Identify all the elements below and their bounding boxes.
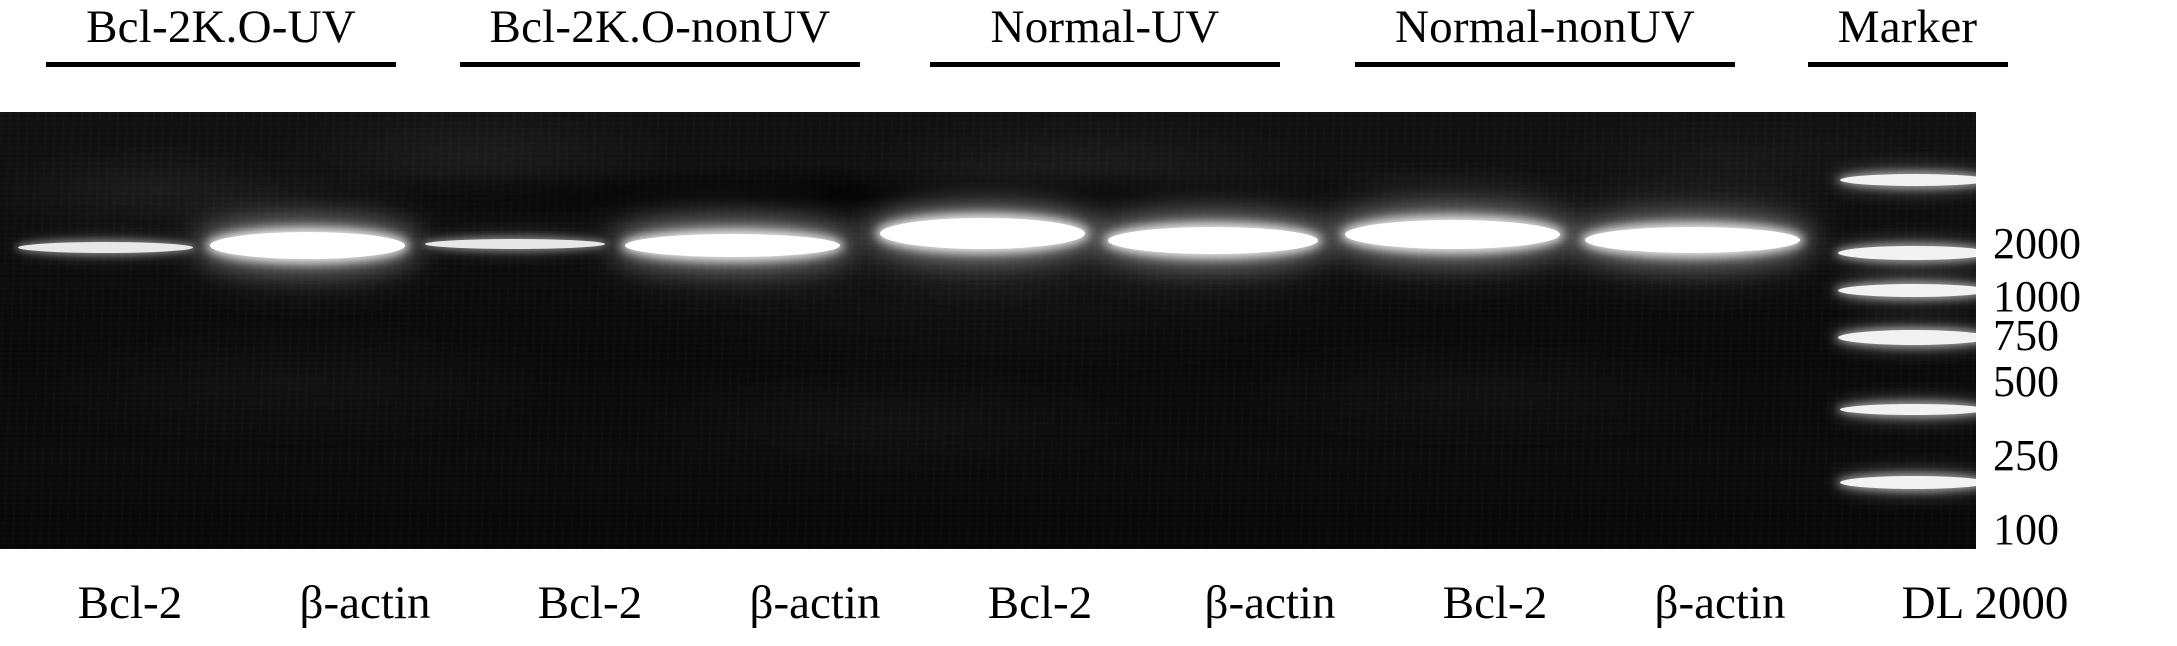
group-header-1: Bcl-2K.O-UV (28, 0, 414, 67)
lane-label-3: Bcl-2 (537, 577, 643, 629)
group-header-label: Normal-nonUV (1394, 1, 1695, 53)
ladder-size-label-1000: 1000 (1993, 272, 2081, 321)
group-header-underline (460, 62, 860, 67)
band-lane8-bactin (1585, 227, 1800, 253)
marker-band-250 (1840, 404, 1976, 415)
band-lane3-bcl2 (425, 239, 605, 249)
marker-band-1000 (1838, 246, 1976, 260)
group-header-underline (46, 62, 396, 67)
marker-band-750 (1838, 284, 1976, 297)
group-header-2: Bcl-2K.O-nonUV (440, 0, 880, 67)
group-header-4: Normal-nonUV (1345, 0, 1745, 67)
ladder-size-label-750: 750 (1993, 311, 2059, 360)
band-lane6-bactin (1108, 227, 1318, 254)
group-header-5: Marker (1790, 0, 2025, 67)
ladder-size-label-500: 500 (1993, 357, 2059, 406)
band-lane1-bcl2 (18, 242, 193, 253)
band-lane5-bcl2 (880, 218, 1085, 249)
group-header-label: Bcl-2K.O-UV (86, 1, 356, 53)
gel-background-texture (0, 112, 1976, 549)
group-header-label: Bcl-2K.O-nonUV (489, 1, 831, 53)
lane-label-2: β-actin (299, 577, 431, 629)
group-header-underline (930, 62, 1280, 67)
group-header-label: Marker (1837, 1, 1978, 53)
group-header-underline (1355, 62, 1735, 67)
group-header-label: Normal-UV (990, 1, 1220, 53)
ladder-size-label-2000: 2000 (1993, 219, 2081, 268)
group-header-underline (1807, 62, 2008, 67)
ladder-size-label-100: 100 (1993, 505, 2059, 554)
lane-label-6: β-actin (1204, 577, 1336, 629)
lane-label-5: Bcl-2 (987, 577, 1093, 629)
marker-band-500 (1838, 330, 1976, 345)
group-header-3: Normal-UV (930, 0, 1280, 67)
band-lane7-bcl2 (1345, 220, 1560, 249)
gel-shadow-band (0, 166, 1976, 226)
band-lane4-bactin (625, 234, 840, 257)
lane-label-1: Bcl-2 (77, 577, 183, 629)
marker-band-100 (1840, 476, 1976, 489)
band-lane2-bactin (210, 232, 405, 259)
marker-band-2000 (1840, 174, 1976, 186)
gel-noise-streaks (0, 112, 1976, 549)
ladder-size-label-250: 250 (1993, 431, 2059, 480)
gel-image-panel (0, 112, 1976, 549)
lane-label-8: β-actin (1654, 577, 1786, 629)
lane-label-9: DL 2000 (1901, 577, 2069, 629)
lane-label-4: β-actin (749, 577, 881, 629)
lane-label-7: Bcl-2 (1442, 577, 1548, 629)
